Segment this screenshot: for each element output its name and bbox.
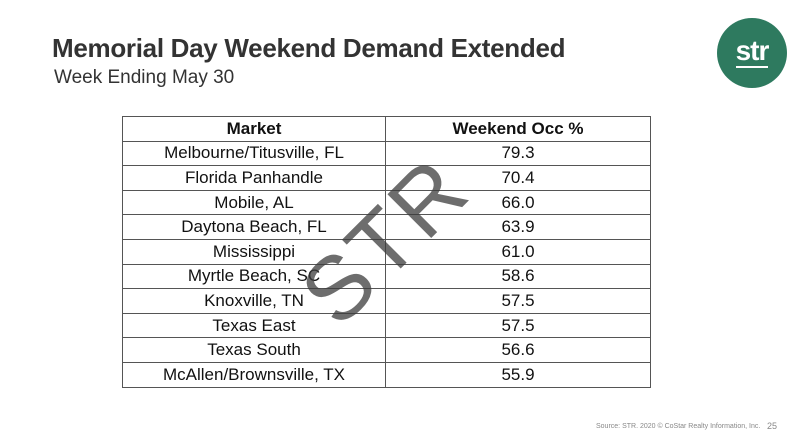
logo: str [717,18,787,88]
market-cell: Mobile, AL [122,189,386,216]
occupancy-cell: 56.6 [385,337,651,363]
market-cell: Texas South [122,337,386,363]
market-cell: Texas East [122,312,386,339]
table-row: Texas East 57.5 [122,312,651,339]
market-cell: Daytona Beach, FL [122,214,386,240]
occupancy-cell: 63.9 [385,214,651,240]
market-cell: Florida Panhandle [122,165,386,191]
table-row: Knoxville, TN 57.5 [122,288,651,314]
occupancy-cell: 55.9 [385,361,651,388]
table-row: Melbourne/Titusville, FL 79.3 [122,140,651,167]
table-body: Melbourne/Titusville, FL 79.3 Florida Panh… [122,140,651,388]
market-cell: Knoxville, TN [122,288,386,314]
slide-subtitle: Week Ending May 30 [54,67,235,88]
data-table: Market Weekend Occ % Melbourne/Titusville… [122,116,651,388]
logo-text: str [735,35,769,68]
occupancy-cell: 57.5 [385,288,651,314]
source-note: Source: STR. 2020 © CoStar Realty Inform… [596,423,761,430]
table-row: Daytona Beach, FL 63.9 [122,214,651,240]
market-cell: McAllen/Brownsville, TX [122,361,386,388]
table-row: Myrtle Beach, SC 58.6 [122,263,651,290]
page-number: 25 [767,421,778,431]
occupancy-cell: 61.0 [385,238,651,265]
occupancy-cell: 57.5 [385,312,651,339]
slide-title: Memorial Day Weekend Demand Extended [52,33,566,63]
market-cell: Mississippi [122,238,386,265]
table-row: Mississippi 61.0 [122,238,651,265]
header-row: Market Weekend Occ % [122,116,651,142]
occupancy-cell: 58.6 [385,263,651,290]
table-row: Texas South 56.6 [122,337,651,363]
table-row: McAllen/Brownsville, TX 55.9 [122,361,651,388]
occupancy-cell: 79.3 [385,140,651,167]
table-row: Mobile, AL 66.0 [122,189,651,216]
table-row: Florida Panhandle 70.4 [122,165,651,191]
occupancy-cell: 66.0 [385,189,651,216]
column-header: Weekend Occ % [385,116,651,142]
market-cell: Myrtle Beach, SC [122,263,386,290]
market-cell: Melbourne/Titusville, FL [122,140,386,167]
column-header: Market [122,116,386,142]
occupancy-cell: 70.4 [385,165,651,191]
